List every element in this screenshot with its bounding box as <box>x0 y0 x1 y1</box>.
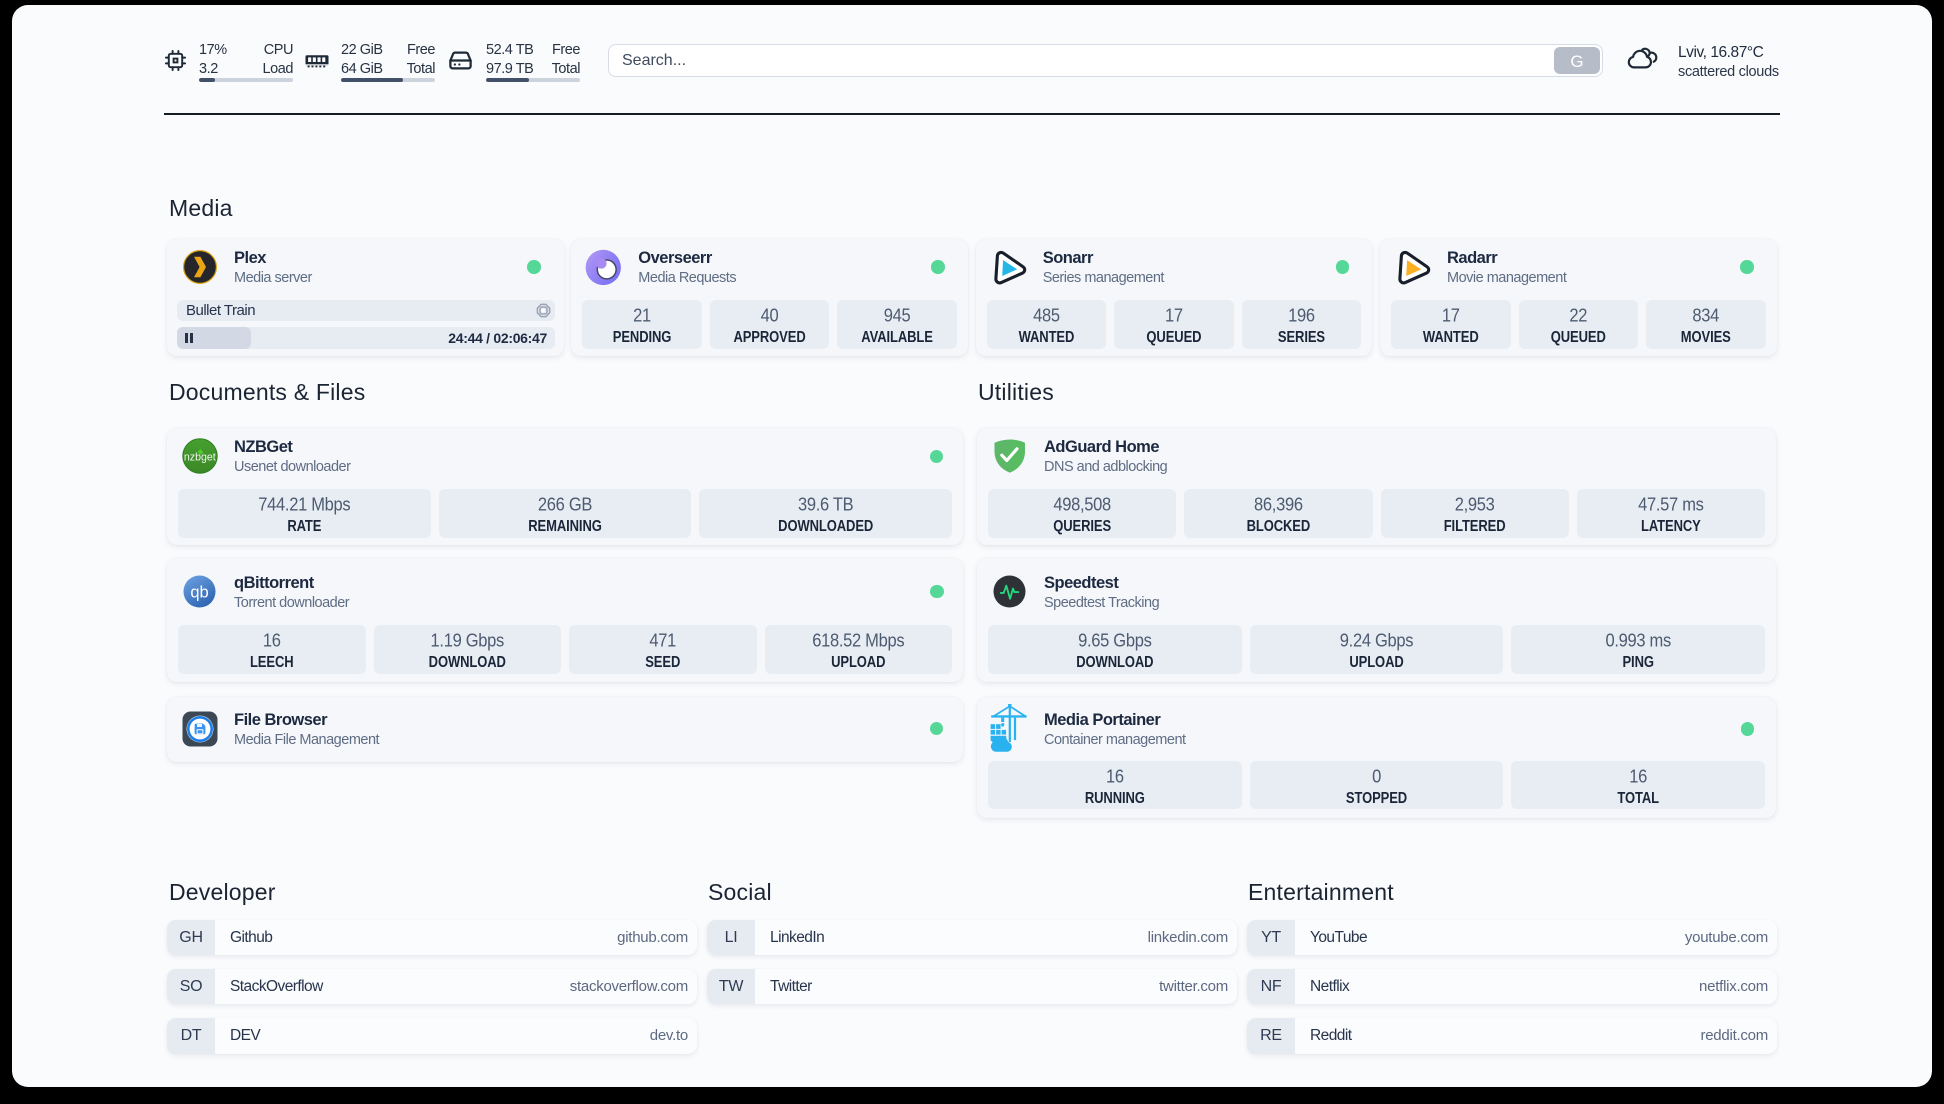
svg-text:qb: qb <box>190 583 208 601</box>
svg-text:nzbget: nzbget <box>184 452 216 464</box>
